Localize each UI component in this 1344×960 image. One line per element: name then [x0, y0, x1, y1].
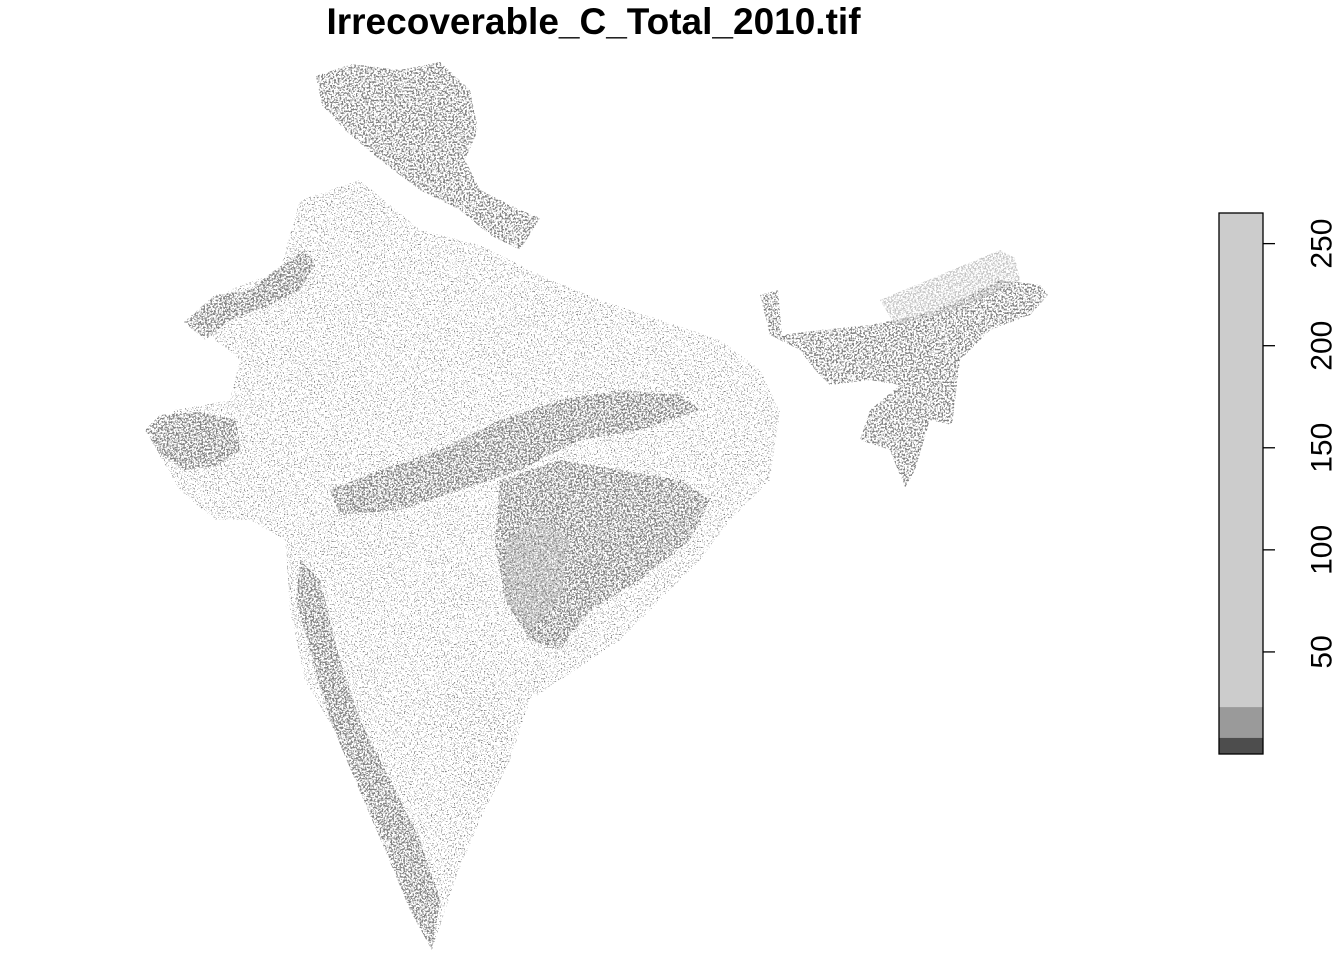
legend-tick-label: 150: [1306, 423, 1339, 473]
raster-region-central-belt: [330, 390, 700, 515]
raster-region-deccan: [445, 670, 510, 820]
color-legend: 50 100 150 200 250: [1218, 212, 1339, 755]
legend-bar-frame: [1218, 212, 1264, 755]
raster-layer: [145, 62, 1048, 950]
raster-region-gujarat: [145, 412, 240, 470]
map-title: Irrecoverable_C_Total_2010.tif: [326, 1, 861, 42]
legend-bin-2: [1219, 213, 1263, 708]
raster-region-mainland: [150, 180, 780, 950]
raster-region-northeast: [760, 280, 1048, 488]
legend-tick-label: 50: [1306, 635, 1339, 668]
legend-bin-0: [1219, 737, 1263, 754]
raster-region-western-ghats: [296, 560, 440, 950]
legend-tick-label: 250: [1306, 219, 1339, 269]
legend-tick-label: 100: [1306, 525, 1339, 575]
raster-region-north: [316, 62, 540, 250]
raster-region-northwest: [184, 250, 315, 340]
raster-region-central-grey: [505, 520, 570, 630]
legend-tick-label: 200: [1306, 321, 1339, 371]
raster-region-northeast-grey: [880, 250, 1020, 325]
legend-bin-1: [1219, 707, 1263, 738]
